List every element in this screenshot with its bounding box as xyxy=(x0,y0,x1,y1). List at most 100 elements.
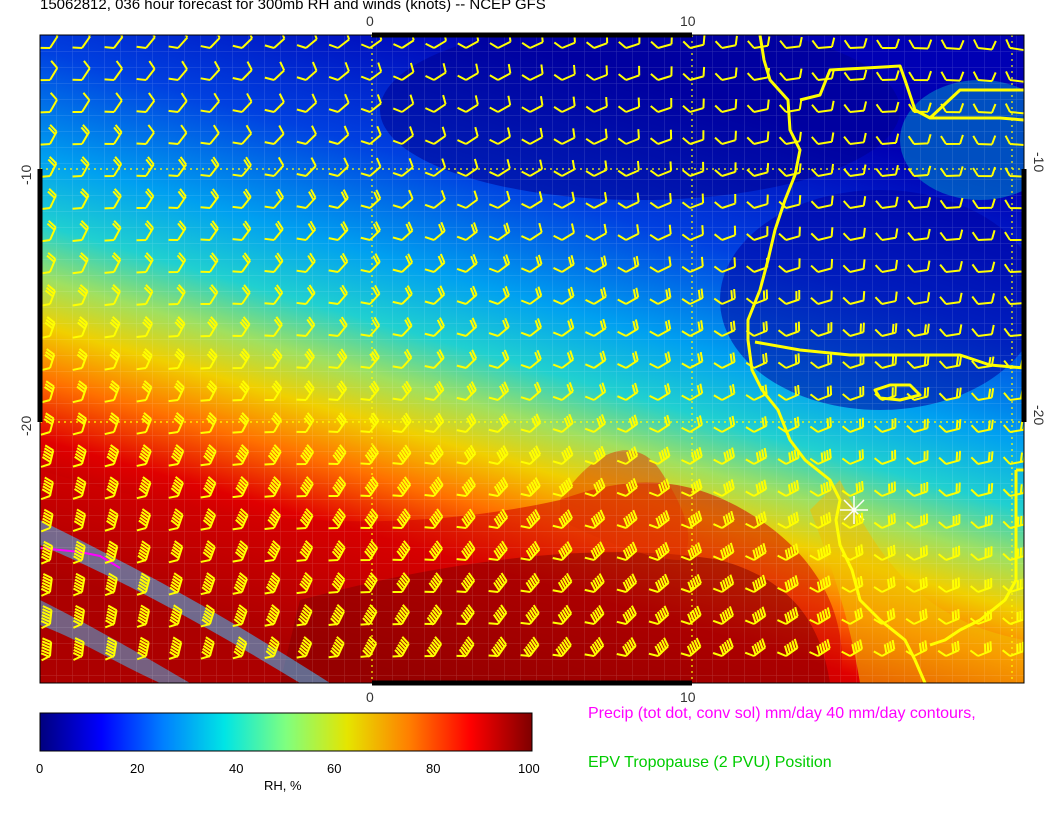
wind-barb xyxy=(810,195,834,209)
wind-barb xyxy=(392,444,412,465)
wind-barb xyxy=(232,348,251,370)
wind-barb xyxy=(809,543,832,561)
wind-barb xyxy=(40,573,53,597)
wind-barb xyxy=(360,221,381,241)
wind-barb xyxy=(713,415,736,433)
wind-barb xyxy=(264,572,281,595)
wind-barb xyxy=(521,191,543,209)
wind-barb xyxy=(200,348,218,370)
wind-barb xyxy=(136,252,154,274)
wind-barb xyxy=(906,292,931,305)
wind-barb xyxy=(970,546,993,561)
wind-barb xyxy=(200,604,216,628)
wind-barb xyxy=(456,636,475,658)
wind-barb xyxy=(40,188,57,211)
wind-barb xyxy=(650,66,673,81)
wind-barb xyxy=(200,60,221,81)
wind-barb xyxy=(777,384,800,401)
wind-barb xyxy=(682,66,706,81)
wind-barb xyxy=(296,572,313,595)
wind-barb xyxy=(875,196,899,209)
wind-barb xyxy=(168,476,184,499)
wind-barb xyxy=(584,414,607,433)
wind-barb xyxy=(392,62,415,81)
wind-barb xyxy=(970,388,995,401)
wind-barb xyxy=(584,477,606,497)
wind-barb xyxy=(296,252,316,273)
wind-barb xyxy=(681,225,704,241)
wind-barb xyxy=(328,380,348,401)
wind-barb xyxy=(841,575,864,593)
wind-barb xyxy=(72,316,89,339)
wind-barb xyxy=(841,449,865,465)
wind-barb xyxy=(745,352,768,369)
wind-barb xyxy=(200,156,220,177)
wind-barb xyxy=(971,324,995,337)
wind-barb xyxy=(908,39,933,50)
wind-barb xyxy=(40,380,55,404)
wind-barb xyxy=(778,226,801,241)
wind-barb xyxy=(232,412,250,434)
wind-barb xyxy=(777,416,800,433)
wind-barb xyxy=(520,572,540,593)
wind-barb xyxy=(680,510,703,529)
wind-barb xyxy=(1003,388,1024,401)
wind-barb xyxy=(875,164,899,177)
wind-barb xyxy=(905,513,929,529)
wind-barb xyxy=(489,63,512,81)
wind-barb xyxy=(843,164,867,177)
wind-barb xyxy=(617,319,639,337)
wind-barb xyxy=(232,124,253,145)
wind-barb xyxy=(713,288,736,305)
wind-barb xyxy=(617,224,640,241)
wind-barb xyxy=(328,157,350,177)
wind-barb xyxy=(552,636,572,658)
wind-barb xyxy=(296,316,316,337)
wind-barb xyxy=(714,99,738,113)
wind-barb xyxy=(778,290,801,305)
wind-barb xyxy=(424,412,445,433)
wind-barb xyxy=(585,192,608,209)
wind-barb xyxy=(778,100,803,113)
wind-barb xyxy=(200,124,220,145)
wind-barb xyxy=(136,604,151,629)
wind-barb xyxy=(40,252,57,275)
wind-barb xyxy=(746,131,770,145)
wind-barb xyxy=(618,65,641,81)
wind-barb xyxy=(456,158,479,177)
wind-barb xyxy=(232,380,250,402)
wind-barb xyxy=(328,284,348,305)
wind-barb xyxy=(908,70,933,82)
wind-barb xyxy=(649,129,673,145)
wind-barb xyxy=(424,444,444,465)
wind-barb xyxy=(392,476,412,497)
wind-barb xyxy=(264,220,284,241)
wind-barb xyxy=(424,636,443,658)
wind-barb xyxy=(296,636,313,659)
wind-barb xyxy=(489,95,512,113)
wind-barb xyxy=(585,65,609,81)
wind-barb xyxy=(72,220,90,242)
wind-barb xyxy=(136,156,155,177)
wind-barb xyxy=(940,71,965,82)
wind-barb xyxy=(970,419,994,433)
wind-barb xyxy=(745,479,768,497)
wind-barb xyxy=(874,323,898,337)
wind-barb xyxy=(970,451,994,465)
wind-barb xyxy=(778,258,801,273)
wind-barb xyxy=(907,228,931,241)
wind-barb xyxy=(971,261,996,273)
wind-barb xyxy=(616,382,639,401)
wind-barb xyxy=(488,636,507,658)
wind-barb xyxy=(328,604,346,627)
wind-barb xyxy=(200,220,219,241)
wind-barb xyxy=(232,572,248,595)
wind-barb xyxy=(682,130,705,145)
wind-barb xyxy=(617,351,639,369)
wind-barb xyxy=(40,540,54,565)
wind-barb xyxy=(842,290,866,305)
wind-barb xyxy=(972,166,996,178)
wind-barb xyxy=(488,381,510,401)
wind-barb xyxy=(360,348,380,369)
wind-barb xyxy=(809,385,833,401)
